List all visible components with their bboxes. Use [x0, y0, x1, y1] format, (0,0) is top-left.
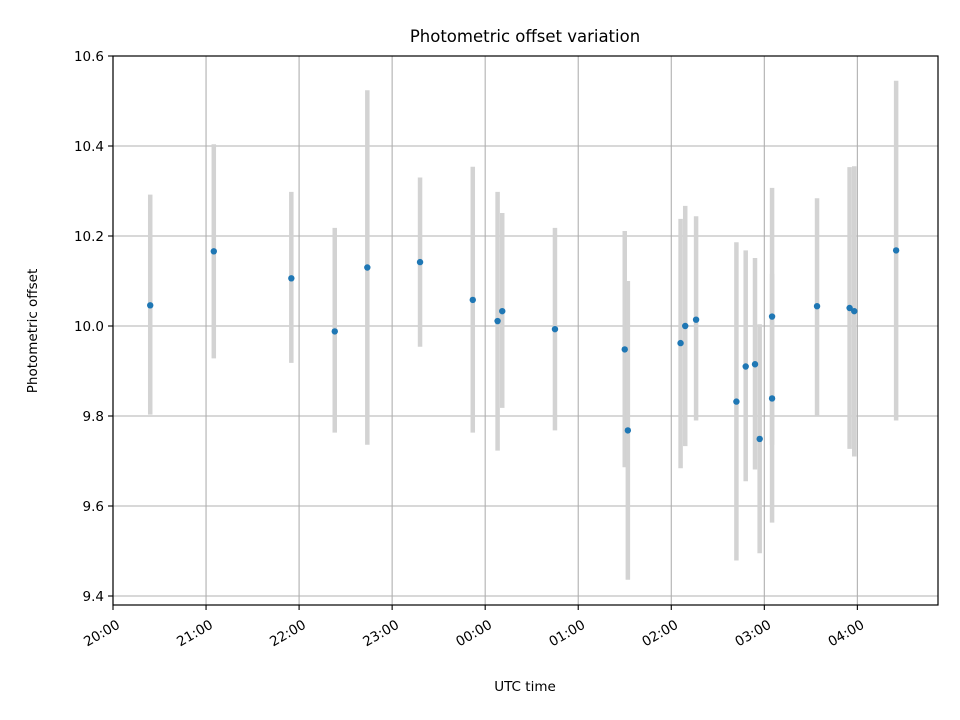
data-point: [147, 302, 154, 309]
data-point: [499, 307, 506, 315]
y-tick-label: 9.6: [83, 499, 104, 515]
y-axis-ticks: 9.4 9.6 9.8 10.0 10.2 10.4 10.6: [74, 49, 113, 605]
chart-title: Photometric offset variation: [410, 27, 640, 46]
data-point: [469, 296, 476, 304]
data-point: [733, 398, 740, 405]
data-point: [682, 322, 689, 330]
data-point: [892, 247, 900, 254]
data-point: [677, 339, 684, 347]
data-point: [416, 258, 424, 266]
plot-frame: [112, 55, 939, 606]
y-tick-label: 10.6: [74, 49, 104, 65]
data-point: [210, 248, 217, 255]
grid: [112, 55, 938, 605]
data-point: [768, 313, 776, 320]
data-point: [692, 316, 700, 323]
data-point: [768, 395, 776, 402]
y-tick-label: 9.4: [83, 589, 104, 605]
data-point: [621, 346, 628, 353]
data-point: [551, 325, 559, 333]
data-point: [813, 303, 821, 310]
data-point: [751, 361, 759, 368]
data-point: [331, 328, 338, 335]
y-tick-label: 10.0: [74, 319, 104, 335]
y-axis-label: Photometric offset: [25, 269, 41, 393]
data-point: [846, 304, 853, 312]
data-points: [147, 247, 900, 443]
x-axis-label: UTC time: [494, 679, 556, 695]
data-point: [288, 275, 295, 282]
data-point: [494, 317, 501, 325]
data-point: [851, 307, 858, 315]
y-tick-label: 10.2: [74, 229, 104, 245]
data-point: [742, 363, 749, 370]
y-tick-label: 10.4: [74, 139, 104, 155]
data-point: [624, 427, 632, 434]
data-point: [756, 435, 763, 443]
data-point: [364, 264, 371, 271]
y-tick-label: 9.8: [83, 409, 104, 425]
